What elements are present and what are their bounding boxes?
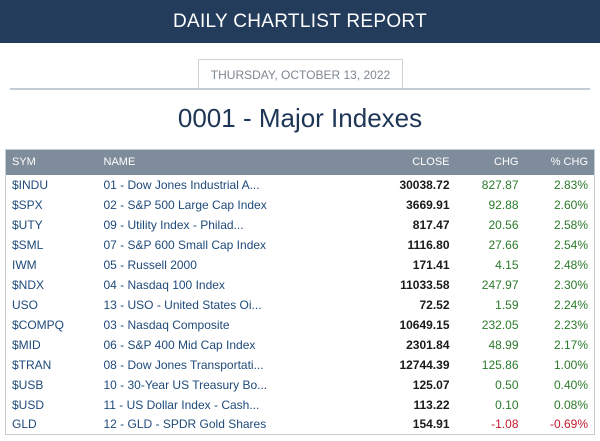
page-title: 0001 - Major Indexes: [177, 102, 423, 133]
date-section: THURSDAY, OCTOBER 13, 2022: [0, 59, 600, 90]
symbol-link[interactable]: USO: [12, 297, 39, 312]
table-row[interactable]: $SML 07 - S&P 600 Small Cap Index 1116.80 2…: [6, 235, 595, 255]
chartlist-table: SYM NAME CLOSE CHG % CHG $INDU 01 - Dow J…: [5, 149, 595, 435]
close-value: 125.07: [412, 377, 450, 392]
percent-change-value: 2.54%: [553, 237, 588, 252]
table-row[interactable]: $USB 10 - 30-Year US Treasury Bo... 125.07…: [6, 375, 595, 395]
name-link[interactable]: 06 - S&P 400 Mid Cap Index: [103, 337, 256, 352]
symbol-link[interactable]: $INDU: [12, 177, 49, 192]
divider: [10, 88, 590, 90]
change-value: 20.56: [488, 217, 519, 232]
percent-change-value: 0.40%: [553, 377, 588, 392]
report-date: THURSDAY, OCTOBER 13, 2022: [198, 59, 403, 89]
percent-change-value: 1.00%: [553, 357, 588, 372]
symbol-link[interactable]: $TRAN: [12, 357, 52, 372]
table-row[interactable]: $TRAN 08 - Dow Jones Transportati... 12744…: [6, 355, 595, 375]
table-row[interactable]: $NDX 04 - Nasdaq 100 Index 11033.58 247.97 2…: [6, 275, 595, 295]
close-value: 12744.39: [399, 357, 450, 372]
percent-change-value: 2.30%: [553, 277, 588, 292]
change-value: 232.05: [481, 317, 519, 332]
table-row[interactable]: $MID 06 - S&P 400 Mid Cap Index 2301.84 48.…: [6, 335, 595, 355]
column-header-close[interactable]: CLOSE: [412, 156, 450, 169]
name-link[interactable]: 05 - Russell 2000: [103, 257, 197, 272]
close-value: 30038.72: [399, 177, 450, 192]
symbol-link[interactable]: $MID: [12, 337, 41, 352]
report-header: DAILY CHARTLIST REPORT: [0, 0, 600, 43]
change-value: 125.86: [481, 357, 519, 372]
close-value: 1116.80: [407, 237, 450, 252]
change-value: -1.08: [491, 417, 519, 432]
percent-change-value: 2.58%: [553, 217, 588, 232]
name-link[interactable]: 08 - Dow Jones Transportati...: [103, 357, 264, 372]
percent-change-value: 2.24%: [553, 297, 588, 312]
percent-change-value: 2.60%: [553, 197, 588, 212]
name-link[interactable]: 10 - 30-Year US Treasury Bo...: [103, 377, 268, 392]
close-value: 3669.91: [406, 197, 450, 212]
change-value: 0.50: [495, 377, 519, 392]
column-header-name[interactable]: NAME: [103, 156, 136, 169]
symbol-link[interactable]: $SML: [12, 237, 44, 252]
table-row[interactable]: USO 13 - USO - United States Oi... 72.52 1.…: [6, 295, 595, 315]
symbol-link[interactable]: IWM: [12, 257, 37, 272]
name-link[interactable]: 13 - USO - United States Oi...: [103, 297, 262, 312]
name-link[interactable]: 09 - Utility Index - Philad...: [103, 217, 244, 232]
table-row[interactable]: GLD 12 - GLD - SPDR Gold Shares 154.91 -1.0…: [6, 415, 595, 435]
close-value: 113.22: [413, 397, 450, 412]
close-value: 2301.84: [406, 337, 450, 352]
change-value: 0.10: [495, 397, 519, 412]
name-link[interactable]: 02 - S&P 500 Large Cap Index: [103, 197, 267, 212]
close-value: 72.52: [419, 297, 450, 312]
percent-change-value: 2.48%: [553, 257, 588, 272]
table-row[interactable]: $SPX 02 - S&P 500 Large Cap Index 3669.91 9…: [6, 195, 595, 215]
change-value: 4.15: [495, 257, 519, 272]
name-link[interactable]: 11 - US Dollar Index - Cash...: [103, 397, 260, 412]
symbol-link[interactable]: $SPX: [12, 197, 43, 212]
percent-change-value: 0.08%: [553, 397, 588, 412]
change-value: 27.66: [488, 237, 519, 252]
header-title: DAILY CHARTLIST REPORT: [172, 10, 428, 32]
close-value: 154.91: [412, 417, 450, 432]
table-row[interactable]: $UTY 09 - Utility Index - Philad... 817.47…: [6, 215, 595, 235]
name-link[interactable]: 12 - GLD - SPDR Gold Shares: [103, 417, 267, 432]
percent-change-value: 2.17%: [553, 337, 588, 352]
close-value: 10649.15: [399, 317, 450, 332]
table-row[interactable]: $INDU 01 - Dow Jones Industrial A... 30038…: [6, 175, 595, 195]
percent-change-value: -0.69%: [549, 417, 588, 432]
symbol-link[interactable]: $USB: [12, 377, 44, 392]
column-header-sym[interactable]: SYM: [12, 156, 36, 169]
table-header-row: SYM NAME CLOSE CHG % CHG: [5, 149, 595, 175]
table-row[interactable]: $USD 11 - US Dollar Index - Cash... 113.22…: [6, 395, 595, 415]
change-value: 247.97: [481, 277, 519, 292]
symbol-link[interactable]: $COMPQ: [12, 317, 65, 332]
change-value: 92.88: [488, 197, 519, 212]
symbol-link[interactable]: GLD: [12, 417, 37, 432]
change-value: 1.59: [495, 297, 519, 312]
column-header-pct-chg[interactable]: % CHG: [550, 156, 588, 169]
percent-change-value: 2.23%: [553, 317, 588, 332]
name-link[interactable]: 01 - Dow Jones Industrial A...: [103, 177, 260, 192]
name-link[interactable]: 03 - Nasdaq Composite: [103, 317, 230, 332]
symbol-link[interactable]: $UTY: [12, 217, 43, 232]
name-link[interactable]: 04 - Nasdaq 100 Index: [103, 277, 225, 292]
name-link[interactable]: 07 - S&P 600 Small Cap Index: [103, 237, 267, 252]
change-value: 48.99: [488, 337, 519, 352]
column-header-chg[interactable]: CHG: [494, 156, 519, 169]
table-row[interactable]: $COMPQ 03 - Nasdaq Composite 10649.15 232.0…: [6, 315, 595, 335]
symbol-link[interactable]: $USD: [12, 397, 45, 412]
close-value: 817.47: [412, 217, 450, 232]
close-value: 11033.58: [400, 277, 450, 292]
table-row[interactable]: IWM 05 - Russell 2000 171.41 4.15 2.48%: [6, 255, 595, 275]
close-value: 171.41: [412, 257, 450, 272]
symbol-link[interactable]: $NDX: [12, 277, 45, 292]
percent-change-value: 2.83%: [553, 177, 588, 192]
change-value: 827.87: [481, 177, 519, 192]
